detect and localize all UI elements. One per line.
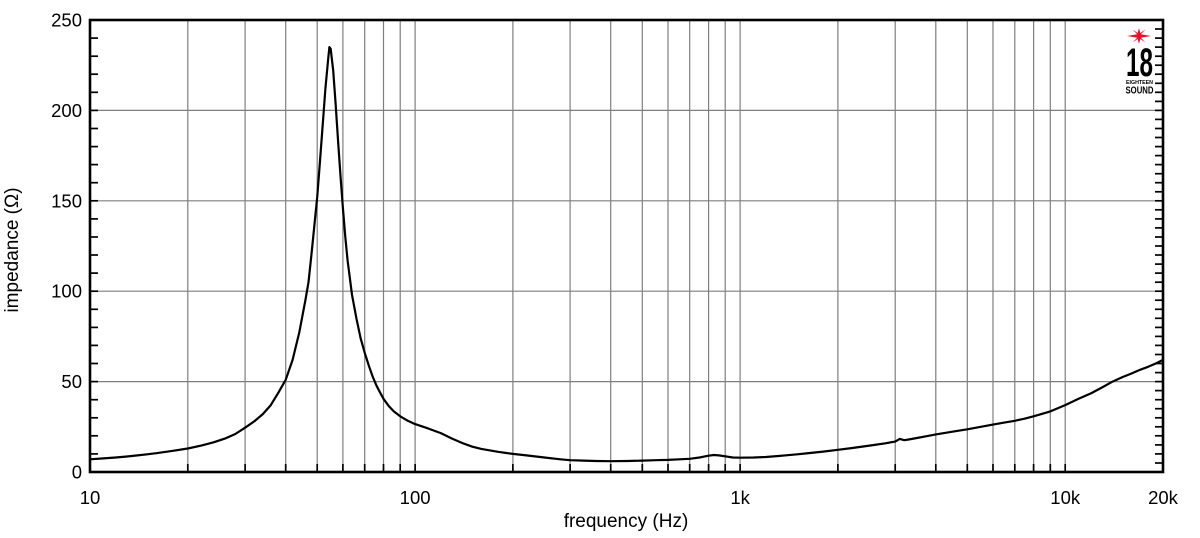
axis-ticks bbox=[90, 28, 1163, 472]
y-tick-label: 250 bbox=[51, 10, 82, 31]
brand-logo: 18 EIGHTEEN SOUND bbox=[1126, 28, 1154, 97]
x-tick-label: 1k bbox=[730, 487, 750, 508]
starburst-icon bbox=[1127, 28, 1151, 44]
y-axis-title: impedance (Ω) bbox=[2, 187, 23, 312]
y-tick-label: 100 bbox=[51, 281, 82, 302]
y-tick-label: 0 bbox=[72, 462, 82, 483]
x-axis-title: frequency (Hz) bbox=[564, 511, 689, 532]
x-tick-label: 10k bbox=[1050, 487, 1081, 508]
y-tick-labels: 0 50 100 150 200 250 bbox=[51, 10, 82, 483]
logo-name-bottom: SOUND bbox=[1126, 85, 1154, 97]
logo-number: 18 bbox=[1126, 41, 1153, 85]
x-tick-label: 20k bbox=[1148, 487, 1179, 508]
impedance-curve bbox=[88, 46, 1165, 463]
y-tick-label: 150 bbox=[51, 190, 82, 211]
x-tick-label: 10 bbox=[80, 487, 101, 508]
plot-border bbox=[88, 18, 1165, 474]
gridlines bbox=[90, 20, 1164, 472]
x-tick-labels: 10 100 1k 10k 20k bbox=[80, 487, 1179, 508]
logo-name-top: EIGHTEEN bbox=[1126, 80, 1153, 86]
y-tick-label: 50 bbox=[61, 371, 82, 392]
y-tick-label: 200 bbox=[51, 100, 82, 121]
x-tick-label: 100 bbox=[400, 487, 431, 508]
